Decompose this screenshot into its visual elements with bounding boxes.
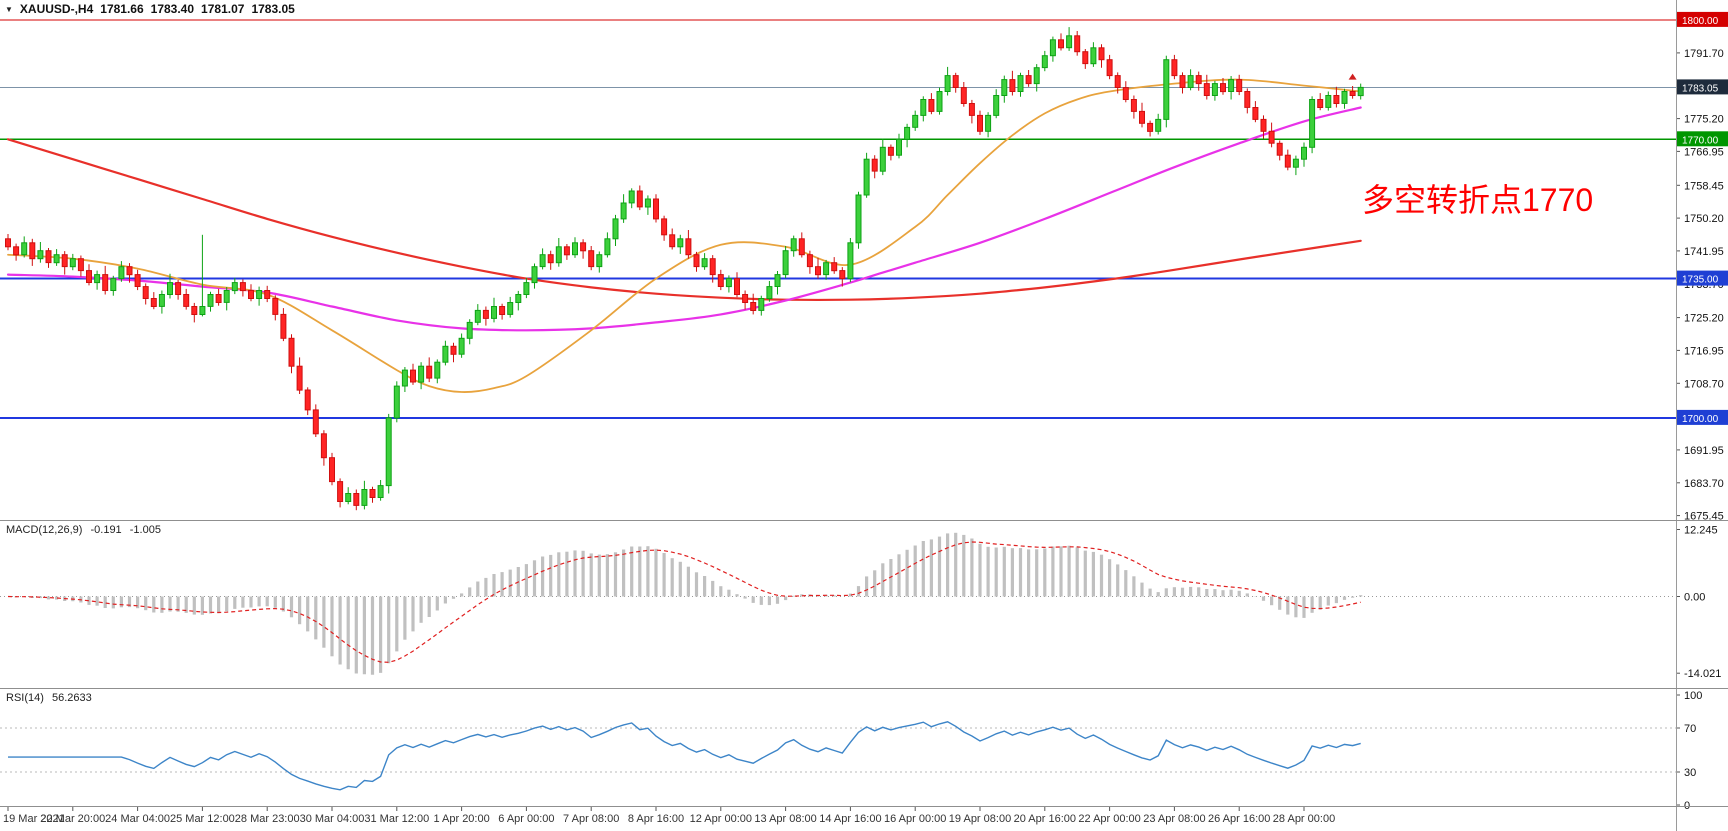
rsi-value: 56.2633 (51, 692, 92, 704)
svg-text:16 Apr 00:00: 16 Apr 00:00 (884, 813, 946, 825)
macd-value-signal: -1.005 (129, 524, 161, 536)
svg-text:31 Mar 12:00: 31 Mar 12:00 (364, 813, 429, 825)
svg-text:30 Mar 04:00: 30 Mar 04:00 (300, 813, 365, 825)
svg-text:-14.021: -14.021 (1684, 668, 1721, 680)
panel-separator[interactable] (0, 806, 1728, 807)
svg-text:25 Mar 12:00: 25 Mar 12:00 (170, 813, 235, 825)
svg-text:14 Apr 16:00: 14 Apr 16:00 (819, 813, 881, 825)
panel-separator[interactable] (0, 520, 1728, 521)
quote-open: 1781.66 (100, 2, 144, 16)
price-annotation: 多空转折点1770 (1362, 182, 1594, 218)
svg-text:23 Apr 08:00: 23 Apr 08:00 (1143, 813, 1205, 825)
svg-text:1725.20: 1725.20 (1684, 313, 1724, 325)
svg-text:1800.00: 1800.00 (1682, 16, 1719, 27)
svg-text:7 Apr 08:00: 7 Apr 08:00 (563, 813, 619, 825)
svg-text:1683.70: 1683.70 (1684, 478, 1724, 490)
svg-text:1791.70: 1791.70 (1684, 48, 1724, 60)
chevron-down-icon[interactable]: ▼ (5, 4, 13, 14)
svg-text:1 Apr 20:00: 1 Apr 20:00 (433, 813, 489, 825)
svg-text:1716.95: 1716.95 (1684, 345, 1724, 357)
svg-text:1783.05: 1783.05 (1682, 83, 1719, 94)
svg-text:1691.95: 1691.95 (1684, 445, 1724, 457)
quote-close: 1783.05 (251, 2, 295, 16)
price-axis-separator (1676, 0, 1677, 831)
svg-text:1700.00: 1700.00 (1682, 414, 1719, 425)
svg-text:8 Apr 16:00: 8 Apr 16:00 (628, 813, 684, 825)
svg-text:20 Apr 16:00: 20 Apr 16:00 (1014, 813, 1076, 825)
horizontal-level-lines (0, 19, 1676, 419)
svg-text:26 Apr 16:00: 26 Apr 16:00 (1208, 813, 1270, 825)
quote-low: 1781.07 (201, 2, 245, 16)
svg-text:13 Apr 08:00: 13 Apr 08:00 (754, 813, 816, 825)
svg-text:1735.00: 1735.00 (1682, 275, 1719, 286)
svg-text:6 Apr 00:00: 6 Apr 00:00 (498, 813, 554, 825)
quote-high: 1783.40 (150, 2, 195, 16)
rsi-panel (0, 721, 1676, 791)
latest-price-arrow (1348, 73, 1357, 80)
macd-panel (0, 532, 1676, 675)
svg-text:1741.95: 1741.95 (1684, 246, 1724, 258)
symbol-timeframe-label: XAUUSD-,H4 (19, 2, 94, 16)
macd-label-text: MACD(12,26,9) (6, 524, 83, 536)
svg-text:1708.70: 1708.70 (1684, 378, 1724, 390)
svg-text:1675.45: 1675.45 (1684, 511, 1724, 523)
price-axis[interactable]: 1791.70 1775.20 1766.95 1758.45 1750.20 1741.… (1676, 11, 1728, 523)
svg-text:12.245: 12.245 (1684, 525, 1718, 537)
svg-text:24 Mar 04:00: 24 Mar 04:00 (105, 813, 170, 825)
svg-text:12 Apr 00:00: 12 Apr 00:00 (690, 813, 752, 825)
macd-indicator-label: MACD(12,26,9) -0.191 -1.005 (6, 524, 166, 536)
panel-separator[interactable] (0, 688, 1728, 689)
svg-text:19 Apr 08:00: 19 Apr 08:00 (949, 813, 1011, 825)
rsi-indicator-label: RSI(14) 56.2633 (6, 692, 97, 704)
svg-text:1775.20: 1775.20 (1684, 114, 1724, 126)
svg-text:70: 70 (1684, 723, 1696, 735)
svg-text:1758.45: 1758.45 (1684, 180, 1724, 192)
candlestick-series (5, 27, 1364, 511)
macd-value-main: -0.191 (90, 524, 122, 536)
svg-text:30: 30 (1684, 767, 1696, 779)
svg-text:100: 100 (1684, 690, 1702, 702)
svg-text:0.00: 0.00 (1684, 592, 1705, 604)
svg-text:1750.20: 1750.20 (1684, 213, 1724, 225)
svg-text:22 Mar 20:00: 22 Mar 20:00 (40, 813, 105, 825)
svg-text:1766.95: 1766.95 (1684, 146, 1724, 158)
svg-text:1770.00: 1770.00 (1682, 135, 1719, 146)
rsi-label-text: RSI(14) (6, 692, 44, 704)
svg-text:22 Apr 00:00: 22 Apr 00:00 (1078, 813, 1140, 825)
symbol-info-bar: ▼ XAUUSD-,H4 1781.66 1783.40 1781.07 178… (5, 2, 295, 16)
svg-text:28 Mar 23:00: 28 Mar 23:00 (235, 813, 300, 825)
svg-text:19 Mar 2021: 19 Mar 2021 (3, 813, 65, 825)
svg-text:28 Apr 00:00: 28 Apr 00:00 (1273, 813, 1335, 825)
